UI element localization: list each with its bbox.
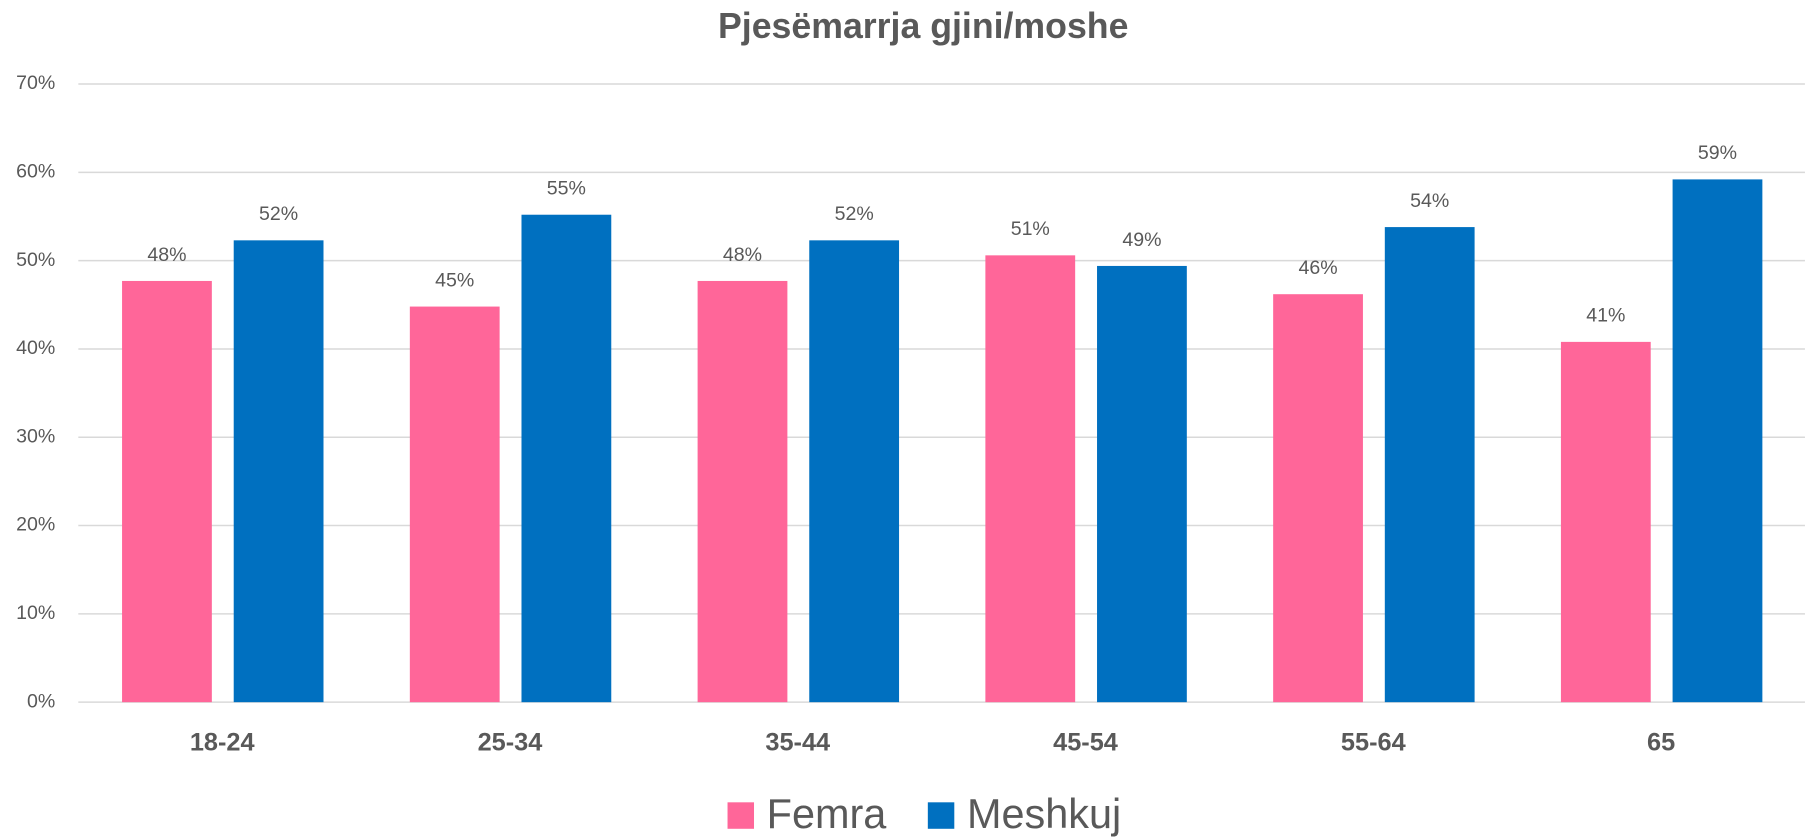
x-tick-label: 35-44 xyxy=(765,728,830,756)
value-label: 48% xyxy=(147,244,186,266)
bar xyxy=(1097,265,1187,703)
bar xyxy=(697,280,788,703)
value-label: 54% xyxy=(1410,190,1449,212)
value-label: 48% xyxy=(723,244,762,266)
x-tick-label: 65 xyxy=(1647,728,1675,756)
bar xyxy=(1560,341,1651,703)
x-tick-label: 18-24 xyxy=(190,728,255,756)
legend-label: Femra xyxy=(767,790,888,837)
x-tick-label: 45-54 xyxy=(1053,728,1118,756)
bar xyxy=(1273,294,1363,703)
value-label: 52% xyxy=(259,203,298,225)
value-label: 45% xyxy=(435,269,474,291)
value-label: 51% xyxy=(1011,218,1050,240)
bar xyxy=(521,214,612,703)
y-tick-label: 40% xyxy=(16,337,55,359)
legend-swatch xyxy=(727,802,755,829)
value-label: 46% xyxy=(1298,257,1337,279)
value-label: 52% xyxy=(835,203,874,225)
y-tick-label: 70% xyxy=(16,72,55,94)
y-tick-label: 0% xyxy=(27,690,55,712)
y-tick-label: 20% xyxy=(16,514,55,536)
bar xyxy=(809,240,900,703)
value-label: 59% xyxy=(1698,142,1737,164)
bar xyxy=(233,240,324,703)
y-tick-label: 50% xyxy=(16,249,55,271)
bar xyxy=(985,255,1076,703)
bar xyxy=(122,280,212,703)
bar xyxy=(409,306,500,703)
bar xyxy=(1672,179,1763,703)
chart-title: Pjesëmarrja gjini/moshe xyxy=(718,6,1128,46)
y-tick-label: 10% xyxy=(16,602,55,624)
x-tick-label: 55-64 xyxy=(1341,728,1406,756)
x-tick-label: 25-34 xyxy=(478,728,543,756)
bar xyxy=(1384,227,1475,703)
y-tick-label: 60% xyxy=(16,161,55,183)
legend-swatch xyxy=(927,802,955,829)
value-label: 49% xyxy=(1122,229,1161,251)
legend-label: Meshkuj xyxy=(967,790,1121,837)
value-label: 41% xyxy=(1586,305,1625,327)
y-tick-label: 30% xyxy=(16,425,55,447)
value-label: 55% xyxy=(547,178,586,200)
